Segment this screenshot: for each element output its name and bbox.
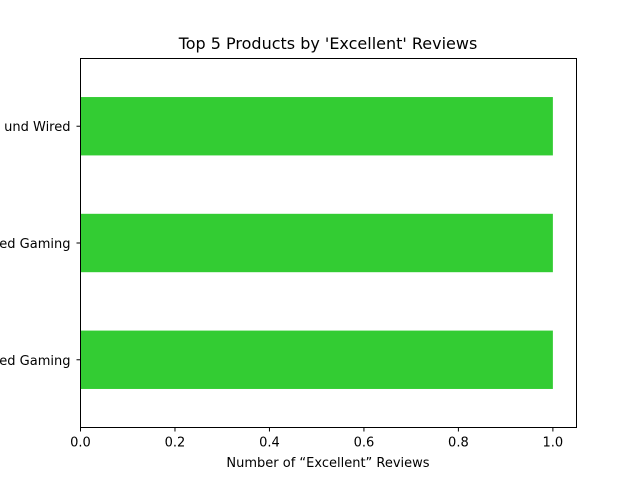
- bar: [80, 97, 553, 156]
- x-tick-label: 1.0: [543, 436, 564, 451]
- y-tick-label: und Wired: [4, 120, 70, 135]
- y-axis-ticks: und Wired ed Gaming ed Gaming: [0, 120, 81, 369]
- x-axis-ticks: 0.0 0.2 0.4 0.6 0.8 1.0: [70, 427, 564, 451]
- bars-group: [80, 97, 553, 389]
- plot-frame: [80, 58, 577, 428]
- x-axis-label: Number of “Excellent” Reviews: [226, 456, 429, 471]
- chart-title: Top 5 Products by 'Excellent' Reviews: [178, 34, 478, 53]
- x-tick-label: 0.6: [354, 436, 375, 451]
- y-tick-label: ed Gaming: [0, 237, 71, 252]
- y-tick-label: ed Gaming: [0, 354, 71, 369]
- bar: [80, 330, 553, 389]
- x-tick-label: 0.0: [70, 436, 91, 451]
- x-tick-label: 0.2: [165, 436, 186, 451]
- x-tick-label: 0.8: [448, 436, 469, 451]
- x-tick-label: 0.4: [259, 436, 280, 451]
- bar: [80, 213, 553, 273]
